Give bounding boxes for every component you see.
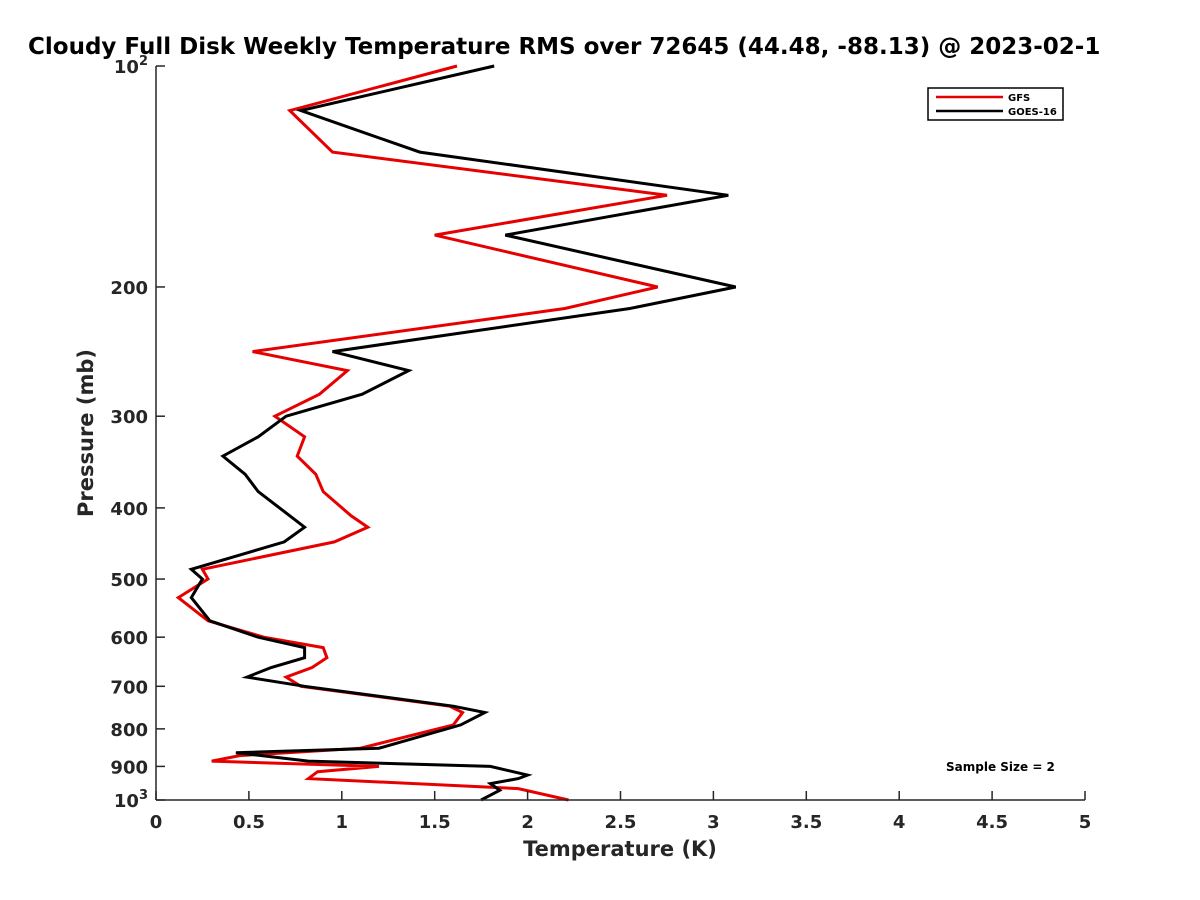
y-tick-label: 600 (110, 628, 148, 649)
y-ticks: 102 200 300 400 500 600 700 800 900 103 (110, 54, 165, 812)
y-tick-label: 500 (110, 570, 148, 591)
x-tick-label: 5 (1079, 812, 1092, 833)
y-tick-label: 700 (110, 677, 148, 698)
series-line-gfs (175, 64, 668, 802)
plot-area (175, 64, 737, 802)
y-tick-label: 300 (110, 407, 148, 428)
legend: GFS GOES-16 (927, 87, 1064, 121)
x-tick-label: 4.5 (976, 812, 1008, 833)
x-tick-label: 2.5 (605, 812, 637, 833)
x-tick-label: 0 (150, 812, 163, 833)
y-tick-label: 800 (110, 720, 148, 741)
legend-label-goes-16: GOES-16 (1008, 107, 1057, 118)
x-tick-label: 1.5 (419, 812, 451, 833)
y-axis-label: Pressure (mb) (74, 349, 98, 517)
y-tick-label: 400 (110, 499, 148, 520)
chart-title: Cloudy Full Disk Weekly Temperature RMS … (28, 34, 1100, 60)
x-tick-label: 4 (893, 812, 906, 833)
x-tick-label: 3 (707, 812, 720, 833)
y-tick-label: 102 (114, 54, 148, 78)
x-tick-label: 0.5 (233, 812, 265, 833)
x-axis-label: Temperature (K) (523, 837, 717, 861)
legend-box (927, 87, 1064, 121)
y-tick-label: 900 (110, 757, 148, 778)
y-tick-label: 103 (114, 788, 148, 812)
x-ticks: 0 0.5 1 1.5 2 2.5 3 3.5 4 4.5 5 (150, 791, 1092, 833)
legend-label-gfs: GFS (1008, 93, 1030, 104)
x-tick-label: 3.5 (790, 812, 822, 833)
x-tick-label: 1 (336, 812, 349, 833)
series-line-goes-16 (188, 64, 737, 802)
x-tick-label: 2 (521, 812, 534, 833)
y-tick-label: 200 (110, 278, 148, 299)
sample-size-annotation: Sample Size = 2 (946, 760, 1055, 774)
